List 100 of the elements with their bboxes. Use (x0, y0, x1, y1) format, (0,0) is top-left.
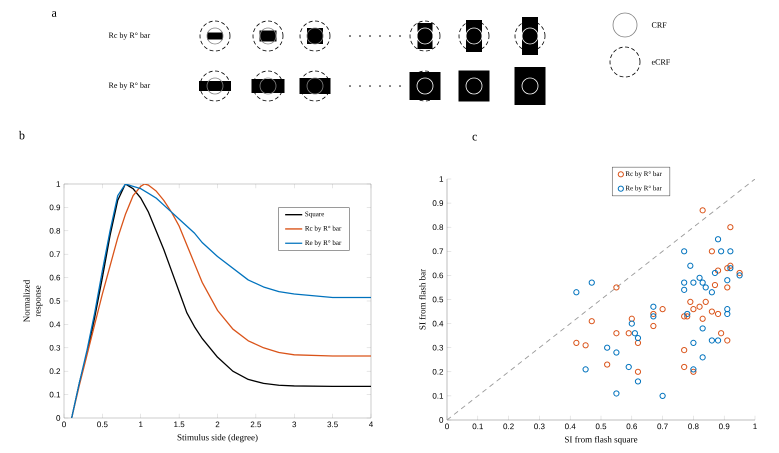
point (696, 274, 703, 281)
x-tick-label: 2.5 (250, 422, 262, 428)
point (690, 368, 697, 375)
point (628, 316, 635, 322)
point (690, 366, 697, 372)
x-tick-label: 0 (62, 422, 66, 428)
point (718, 248, 724, 254)
point (613, 284, 620, 291)
x-tick-label: 3.5 (327, 422, 338, 428)
x-tick-label: 3 (292, 422, 296, 428)
x-axis-title: SI from flash square (564, 436, 638, 444)
point (727, 262, 734, 269)
x-tick-label: 0.2 (503, 424, 514, 430)
y-tick-label: 0.9 (50, 204, 60, 210)
x-tick-label: 0.8 (688, 424, 699, 430)
point (708, 289, 715, 296)
point (724, 277, 730, 284)
point (582, 342, 589, 348)
y-tick-label: 0.5 (50, 298, 60, 304)
point (714, 310, 722, 318)
y-tick-label: 0.1 (50, 392, 60, 398)
chart-title: b (18, 130, 24, 140)
point (700, 207, 706, 214)
point (700, 280, 706, 286)
point (626, 330, 632, 336)
point (736, 272, 743, 278)
x-tick-label: 0 (445, 424, 449, 430)
point (681, 364, 688, 370)
x-tick-label: 0.1 (472, 424, 483, 430)
text: eCRF (652, 59, 670, 65)
x-tick-label: 4 (368, 422, 373, 428)
point (681, 286, 688, 293)
y-tick-label: 0 (56, 415, 60, 421)
point (681, 347, 688, 354)
point (714, 267, 722, 274)
point (660, 306, 666, 312)
y-axis-title: SI from flash bar (419, 268, 426, 330)
chart-title: c (472, 134, 478, 141)
point (687, 262, 694, 269)
y-tick-label: 0.9 (432, 200, 444, 206)
y-tick-label: 0.3 (432, 344, 444, 351)
point (708, 248, 715, 254)
point (687, 298, 694, 306)
point (634, 334, 642, 342)
y-tick-label: 0.3 (50, 344, 60, 351)
point (718, 330, 724, 336)
x-tick-label: 0.4 (564, 424, 576, 430)
y-tick-label: 0 (439, 417, 444, 423)
point (708, 337, 715, 344)
point (727, 224, 734, 230)
point (724, 284, 730, 291)
point (684, 310, 690, 318)
point (604, 344, 610, 351)
point (650, 322, 656, 330)
point (690, 280, 697, 286)
y-tick-label: 0.2 (50, 368, 60, 374)
point (727, 265, 734, 272)
y-tick-label: 0.6 (432, 272, 444, 278)
y-tick-label: 0.4 (50, 322, 60, 328)
point (573, 289, 580, 296)
y-tick-label: 0.7 (50, 251, 60, 258)
point (684, 313, 690, 320)
point (613, 330, 620, 336)
y-tick-label: 1 (56, 181, 60, 187)
text: Re by R° bar (108, 82, 150, 90)
x-tick-label: 0.5 (97, 422, 108, 428)
point (681, 280, 688, 286)
point (604, 361, 610, 368)
point (634, 340, 642, 346)
point (700, 325, 706, 332)
x-tick-label: 1 (753, 424, 757, 430)
text: CRF (652, 22, 666, 28)
x-tick-label: 0.3 (534, 424, 545, 430)
point (724, 306, 730, 312)
point (724, 310, 730, 318)
point (613, 390, 620, 397)
point (702, 298, 709, 306)
point (724, 337, 730, 344)
point (681, 248, 688, 254)
y-tick-label: 0.1 (432, 393, 444, 399)
point (660, 392, 666, 399)
point (690, 306, 697, 312)
point (714, 337, 722, 344)
point (634, 368, 642, 375)
point (708, 308, 715, 315)
point (650, 304, 656, 310)
point (628, 320, 635, 327)
x-tick-label: 0.6 (626, 424, 638, 430)
y-tick-label: 0.8 (432, 224, 444, 230)
x-tick-label: 0.7 (657, 424, 668, 430)
text: Rc by R° bar (108, 32, 150, 40)
point (588, 280, 595, 286)
x-tick-label: 0.9 (718, 424, 730, 430)
x-tick-label: 2 (216, 422, 220, 428)
point (700, 316, 706, 322)
point (700, 354, 706, 360)
point (712, 270, 718, 276)
text: a (52, 11, 57, 17)
point (736, 270, 743, 276)
point (714, 236, 722, 242)
